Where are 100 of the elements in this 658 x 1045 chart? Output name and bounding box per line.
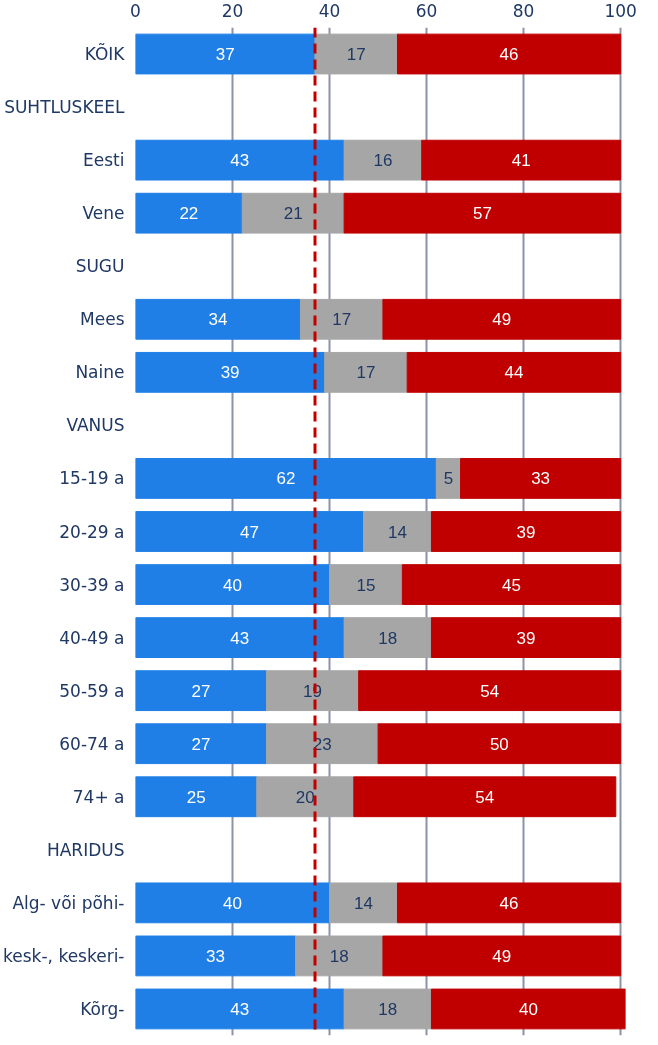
data-label: 17 [332,310,352,330]
bar [135,511,365,552]
x-tick-label: 40 [318,0,341,21]
y-tick-label: Naine [75,362,125,383]
data-label: 14 [388,522,407,542]
bar [135,298,301,340]
y-tick-label: 50-59 a [59,680,125,701]
bar [430,988,626,1030]
data-label: 5 [443,469,454,489]
y-tick-label: Mees [80,309,125,330]
data-label: 22 [179,204,199,224]
x-tick-label: 0 [130,0,141,21]
data-label: 40 [519,999,538,1019]
data-label: 47 [240,522,259,542]
y-tick-label: 15-19 a [59,468,125,489]
bar [382,935,622,977]
data-label: 50 [489,734,509,754]
bar [135,351,326,393]
bar [343,617,432,658]
bar [396,882,622,924]
data-label: 45 [502,575,521,595]
bar [265,670,360,712]
y-tick-label: Alg- või põhi- [12,892,125,913]
data-label: 57 [472,204,492,224]
data-label: 20 [295,787,315,807]
data-label: 41 [511,151,531,171]
data-label: 44 [504,363,524,383]
y-tick-label: 40-49 a [59,627,125,648]
data-label: 39 [516,628,536,648]
y-tick-label: SUGU [75,256,125,277]
bar [353,776,617,818]
x-tick-label: 100 [604,0,637,21]
bar [135,882,331,924]
data-label: 33 [206,946,226,966]
bar [135,617,345,658]
y-tick-label: 30-39 a [59,574,125,595]
y-tick-label: VANUS [66,415,125,436]
data-label: 39 [516,522,536,542]
data-label: 16 [373,151,393,171]
bar [295,935,384,977]
bar [135,988,345,1030]
bar [135,458,437,499]
bar [396,33,622,75]
bar [329,564,403,605]
bar [265,723,379,765]
y-tick-label: 20-29 a [59,521,125,542]
bar [460,458,622,499]
bar [135,564,331,605]
data-label: 25 [186,787,206,807]
data-label: 33 [531,469,551,489]
data-label: 46 [499,893,519,913]
data-label: 43 [230,151,250,171]
data-label: 18 [378,999,398,1019]
data-label: 40 [223,575,242,595]
y-tick-label: HARIDUS [46,839,125,860]
bar [329,882,398,924]
data-label: 34 [208,310,228,330]
data-label: 18 [378,628,398,648]
bar [135,723,267,765]
bar [241,192,345,234]
data-label: 49 [492,310,512,330]
data-label: 39 [220,363,240,383]
bar [358,670,622,712]
y-tick-label: Eesti [83,150,125,171]
bar [135,935,297,977]
data-label: 27 [191,681,211,701]
y-tick-label: 74+ a [72,786,125,807]
data-label: 43 [230,999,250,1019]
bar [135,33,316,75]
bar [256,776,355,818]
data-label: 17 [356,363,376,383]
bar [406,351,622,393]
bar [430,511,622,552]
bar [314,33,398,75]
data-label: 27 [191,734,211,754]
bar [135,776,258,818]
bar [343,139,423,181]
x-tick-label: 80 [512,0,535,21]
data-label: 21 [283,204,303,224]
y-tick-label: kesk-, keskeri- [3,945,125,966]
bar [343,988,432,1030]
data-label: 15 [356,575,376,595]
bar [401,564,622,605]
bar [324,351,408,393]
data-label: 37 [215,45,235,65]
y-tick-label: Kõrg- [80,998,125,1019]
bar [135,670,267,712]
x-tick-label: 20 [221,0,244,21]
y-tick-label: 60-74 a [59,733,125,754]
data-label: 14 [354,893,373,913]
data-label: 17 [346,45,366,65]
x-tick-label: 60 [415,0,438,21]
bar [299,298,384,340]
bar [382,298,622,340]
data-label: 18 [329,946,349,966]
bar [377,723,622,765]
y-tick-label: SUHTLUSKEEL [4,97,126,118]
data-label: 49 [492,946,512,966]
data-label: 40 [223,893,242,913]
bar [135,192,243,234]
